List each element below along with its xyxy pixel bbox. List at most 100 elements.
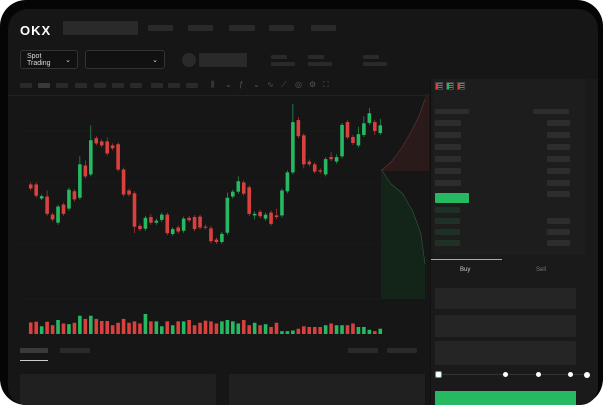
stat-value (271, 62, 295, 66)
ask-amount (547, 180, 570, 186)
tab-sell[interactable]: Sell (536, 267, 547, 273)
timeframe-button[interactable] (186, 83, 198, 88)
volume-bar (45, 321, 49, 334)
volume-bar (170, 325, 175, 334)
ruler-icon[interactable]: ⟋ (281, 80, 287, 89)
volume-bar (209, 321, 213, 334)
candle-body (351, 136, 355, 144)
slider-stop-25[interactable] (503, 372, 508, 377)
candle-body (138, 225, 142, 230)
volume-bar (203, 320, 208, 334)
volume-bar (50, 325, 55, 334)
ask-amount (547, 132, 570, 138)
slider-stop-75[interactable] (568, 372, 573, 377)
orderbook-asks-icon[interactable] (457, 82, 465, 90)
volume-bar (99, 321, 104, 334)
search-input[interactable] (63, 21, 138, 35)
bid-amount (547, 240, 570, 246)
volume-bar (94, 318, 99, 334)
nav-item[interactable] (311, 25, 336, 31)
orderbook-both-icon[interactable] (435, 82, 443, 90)
fullscreen-icon[interactable]: ⛶ (323, 80, 329, 89)
candle-body (61, 204, 66, 214)
candle-body (203, 226, 208, 228)
volume-bar (149, 321, 153, 334)
ask-price (435, 168, 461, 174)
filter-button[interactable] (348, 348, 378, 353)
volume-bar (356, 326, 361, 334)
tab-order-history[interactable] (60, 348, 90, 353)
ask-amount (547, 120, 570, 126)
timeframe-button[interactable] (168, 83, 180, 88)
candle-body (323, 159, 328, 175)
total-input[interactable] (435, 341, 576, 365)
candles-icon[interactable]: ⫼ (211, 80, 215, 89)
candle-body (269, 212, 273, 224)
nav-item[interactable] (188, 25, 213, 31)
active-tab-indicator (20, 360, 48, 361)
candle-body (280, 190, 284, 216)
volume-bar (176, 321, 180, 334)
volume-bar (241, 319, 246, 334)
timeframe-button[interactable] (112, 83, 124, 88)
buy-button[interactable] (435, 391, 576, 405)
volume-bar (220, 321, 224, 334)
candle-body (67, 189, 71, 209)
candle-body (187, 217, 191, 221)
chevron-down-icon[interactable]: ⌄ (253, 80, 260, 89)
volume-bar (138, 323, 142, 334)
timeframe-button[interactable] (130, 83, 142, 88)
line-icon[interactable]: ∿ (267, 80, 274, 89)
candle-body (176, 227, 180, 232)
bottom-card (20, 374, 216, 405)
nav-item[interactable] (269, 25, 294, 31)
tab-open-orders[interactable] (20, 348, 48, 353)
volume-bar (181, 321, 186, 334)
ask-price (435, 132, 461, 138)
chevron-down-icon[interactable]: ⌄ (225, 80, 232, 89)
slider-handle[interactable] (435, 371, 442, 378)
timeframe-button[interactable] (75, 83, 87, 88)
bid-price (435, 229, 460, 235)
volume-bar (340, 325, 344, 334)
amount-input[interactable] (435, 315, 576, 337)
volume-bar (247, 325, 251, 334)
candle-body (285, 172, 290, 192)
timeframe-button[interactable] (151, 83, 163, 88)
orderbook-bids-icon[interactable] (446, 82, 454, 90)
volume-bar (143, 314, 148, 334)
timeframe-button[interactable] (38, 83, 50, 88)
candle-body (154, 220, 159, 223)
bid-price (435, 240, 460, 246)
settings-icon[interactable]: ⚙ (309, 80, 317, 89)
camera-icon[interactable]: ◎ (295, 80, 302, 89)
tab-buy[interactable]: Buy (460, 267, 471, 273)
filter-button[interactable] (387, 348, 417, 353)
amount-slider[interactable] (438, 374, 588, 375)
timeframe-button[interactable] (20, 83, 32, 88)
candle-body (132, 193, 137, 227)
candle-body (241, 182, 246, 194)
ask-amount (547, 168, 570, 174)
nav-item[interactable] (148, 25, 173, 31)
volume-bar (116, 322, 120, 334)
pair-select[interactable]: ⌄ (85, 50, 165, 69)
timeframe-button[interactable] (94, 83, 106, 88)
okx-logo: OKX (20, 23, 52, 38)
ask-amount (547, 144, 570, 150)
header-price (435, 109, 469, 114)
nav-item[interactable] (229, 25, 255, 31)
market-type-select[interactable]: Spot Trading ⌄ (20, 50, 78, 69)
indicator-icon[interactable]: ƒ (239, 80, 244, 89)
bid-amount (547, 218, 570, 224)
chevron-down-icon: ⌄ (65, 56, 71, 64)
candle-body (291, 122, 295, 173)
volume-bar (285, 331, 290, 334)
slider-stop-100[interactable] (584, 372, 590, 378)
slider-stop-50[interactable] (536, 372, 541, 377)
volume-bar (78, 315, 82, 334)
volume-bar (362, 326, 366, 334)
timeframe-button[interactable] (56, 83, 68, 88)
price-input[interactable] (435, 288, 576, 309)
candle-body (170, 229, 175, 234)
